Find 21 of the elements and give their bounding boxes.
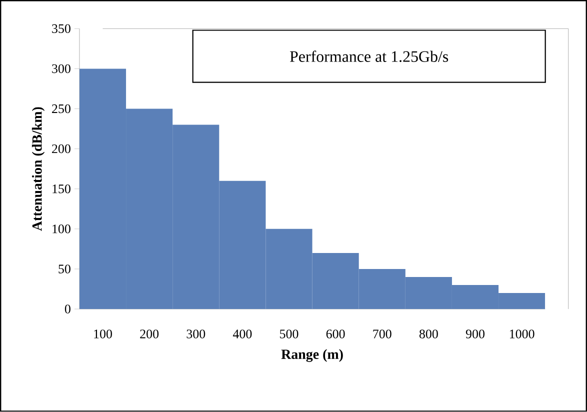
y-tick-label: 100 bbox=[52, 224, 70, 234]
x-tick-label: 100 bbox=[94, 330, 112, 338]
y-axis-title: Attenuation (dB/km) bbox=[32, 107, 45, 232]
x-axis-title: Range (m) bbox=[281, 349, 343, 362]
y-tick-label: 350 bbox=[52, 24, 70, 34]
x-tick-label: 200 bbox=[140, 330, 159, 338]
x-tick-label: 700 bbox=[373, 330, 392, 338]
y-tick-label: 300 bbox=[52, 64, 70, 74]
x-tick-label: 400 bbox=[232, 330, 252, 338]
y-tick-label: 0 bbox=[64, 304, 70, 314]
x-tick-label: 900 bbox=[466, 330, 484, 338]
y-tick-label: 250 bbox=[52, 104, 70, 114]
x-tick-label: 1000 bbox=[510, 330, 534, 338]
y-tick-label: 50 bbox=[58, 264, 70, 274]
x-tick-label: 300 bbox=[186, 330, 206, 338]
x-tick-label: 600 bbox=[326, 330, 345, 338]
y-tick-label: 150 bbox=[52, 184, 70, 194]
y-tick-label: 200 bbox=[52, 144, 70, 154]
text: Performance at 1.25Gb/s bbox=[290, 50, 448, 62]
x-tick-label: 500 bbox=[280, 330, 298, 338]
x-tick-label: 800 bbox=[419, 330, 438, 338]
